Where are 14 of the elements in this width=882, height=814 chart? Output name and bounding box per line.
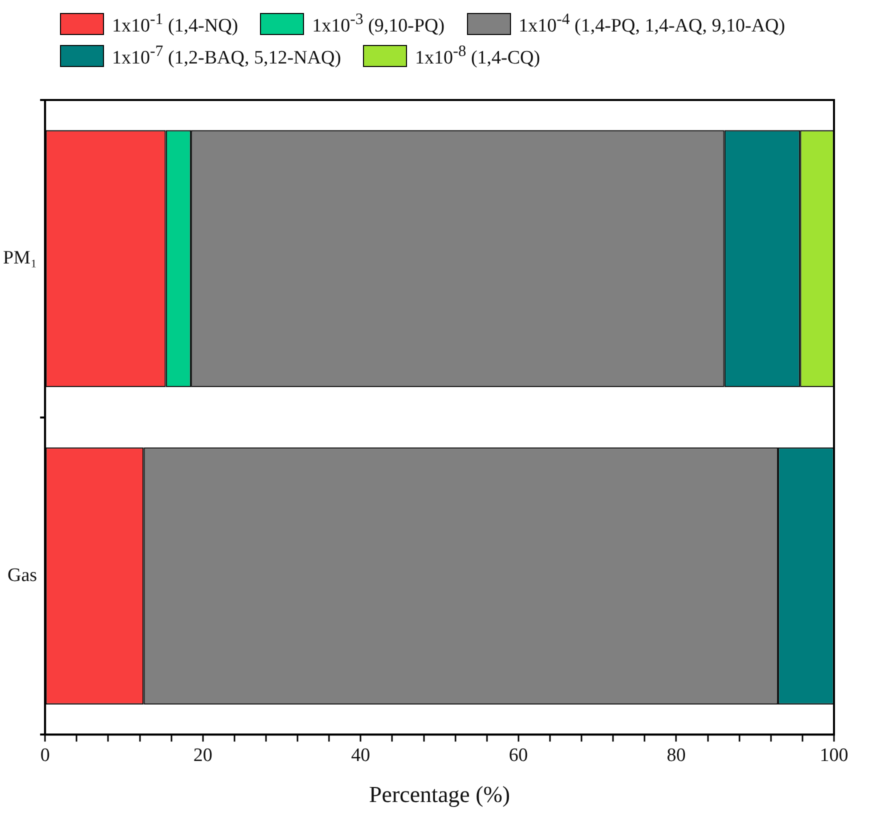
y-tick-label: Gas	[8, 564, 38, 586]
x-tick-label: 100	[820, 744, 848, 766]
x-tick-label: 0	[40, 744, 50, 766]
x-tick-label: 20	[193, 744, 212, 766]
x-tick-label: 60	[508, 744, 528, 766]
x-tick-label: 80	[666, 744, 686, 766]
legend-label: 1x10$^{-3}$ (9,10-PQ)	[312, 11, 445, 38]
x-tick-label: 40	[351, 744, 370, 766]
legend-label: 1x10$^{-7}$ (1,2-BAQ, 5,12-NAQ)	[112, 43, 342, 70]
legend-label: 1x10$^{-8}$ (1,4-CQ)	[415, 43, 540, 70]
y-tick-label: PM₁	[2, 248, 38, 269]
legend-label: 1x10$^{-4}$ (1,4-PQ, 1,4-AQ, 9,10-AQ)	[518, 11, 786, 38]
legend-label: 1x10$^{-1}$ (1,4-NQ)	[112, 11, 238, 38]
x-axis-title: Percentage (%)	[368, 782, 510, 808]
